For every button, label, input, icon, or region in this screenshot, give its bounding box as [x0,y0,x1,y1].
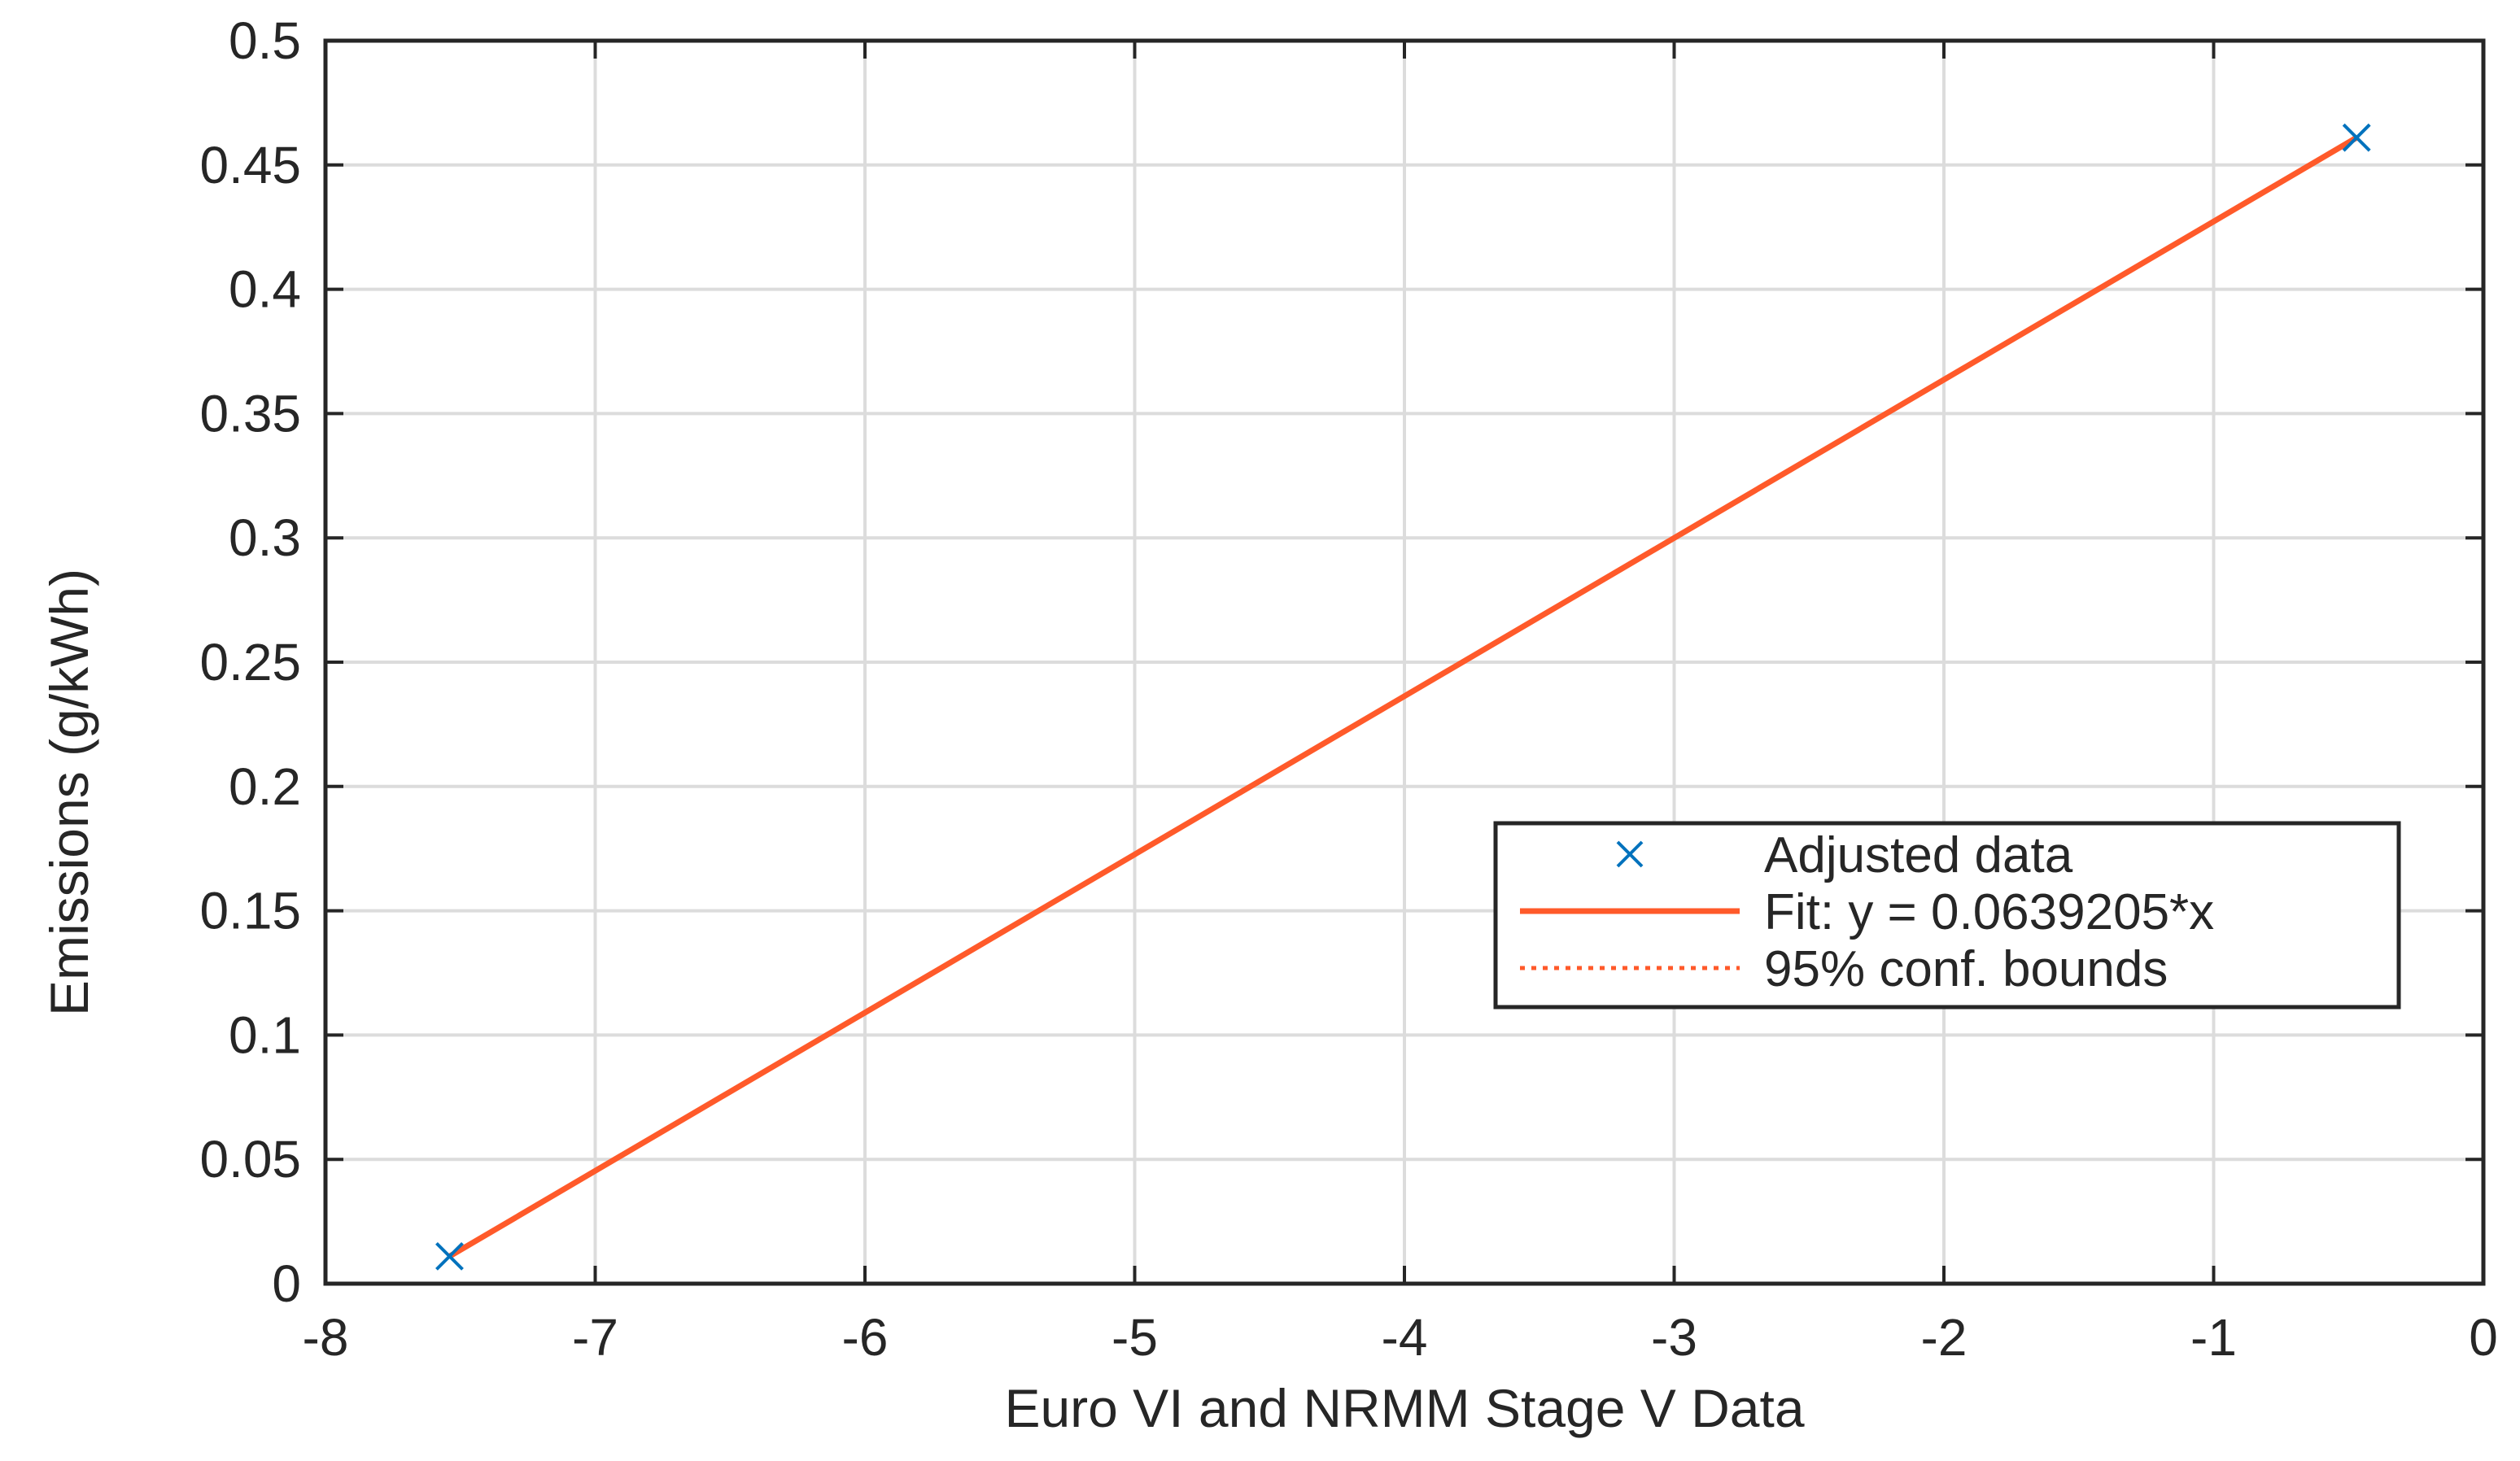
x-axis-tick-labels: -8 -7 -6 -5 -4 -3 -2 -1 0 [303,1308,2498,1367]
x-tick-label: -2 [1921,1308,1968,1367]
grid [325,41,2483,1284]
x-tick-label: -7 [572,1308,618,1367]
fit-line [448,135,2358,1259]
y-axis-title: Emissions (g/kWh) [39,569,99,1016]
y-tick-label: 0.45 [199,136,301,194]
y-tick-label: 0.05 [199,1130,301,1188]
y-tick-label: 0.3 [229,508,301,567]
x-tick-label: -8 [303,1308,349,1367]
legend-label: Adjusted data [1764,827,2073,883]
legend-box [1493,821,2401,1010]
y-tick-label: 0.4 [229,260,301,319]
x-tick-label: -1 [2190,1308,2237,1367]
y-tick-label: 0 [272,1254,301,1313]
data-point [435,1241,464,1271]
legend-marker [1616,840,1644,868]
y-tick-label: 0.2 [229,757,301,816]
legend-entry: Adjusted data [1616,827,2073,883]
legend-label: 95% conf. bounds [1764,941,2168,997]
plot-series [435,123,2371,1271]
legend-entry: 95% conf. bounds [1520,941,2168,997]
marker-stroke [1616,840,1644,868]
y-axis-tick-labels: 0 0.05 0.1 0.15 0.2 0.25 0.3 0.35 0.4 0.45 0.5 [199,11,301,1313]
y-tick-label: 0.5 [229,11,301,70]
x-tick-label: -3 [1651,1308,1697,1367]
legend-entry: Fit: y = 0.0639205*x [1520,884,2214,940]
x-tick-label: -5 [1112,1308,1158,1367]
y-tick-label: 0.1 [229,1005,301,1064]
y-tick-label: 0.35 [199,384,301,443]
y-tick-label: 0.25 [199,633,301,691]
legend-label: Fit: y = 0.0639205*x [1764,884,2214,940]
y-tick-label: 0.15 [199,882,301,940]
x-tick-label: -6 [842,1308,889,1367]
marker-stroke [2342,123,2371,152]
x-tick-label: 0 [2469,1308,2498,1367]
x-axis-title: Euro VI and NRMM Stage V Data [1004,1378,1804,1438]
marker-stroke [435,1241,464,1271]
x-tick-label: -4 [1382,1308,1428,1367]
data-point [2342,123,2371,152]
axis-ticks [324,39,2485,1285]
